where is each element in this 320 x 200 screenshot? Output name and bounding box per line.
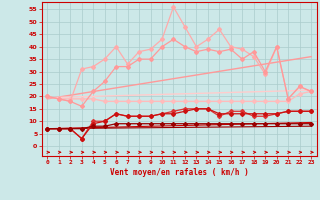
X-axis label: Vent moyen/en rafales ( km/h ): Vent moyen/en rafales ( km/h ) [110, 168, 249, 177]
